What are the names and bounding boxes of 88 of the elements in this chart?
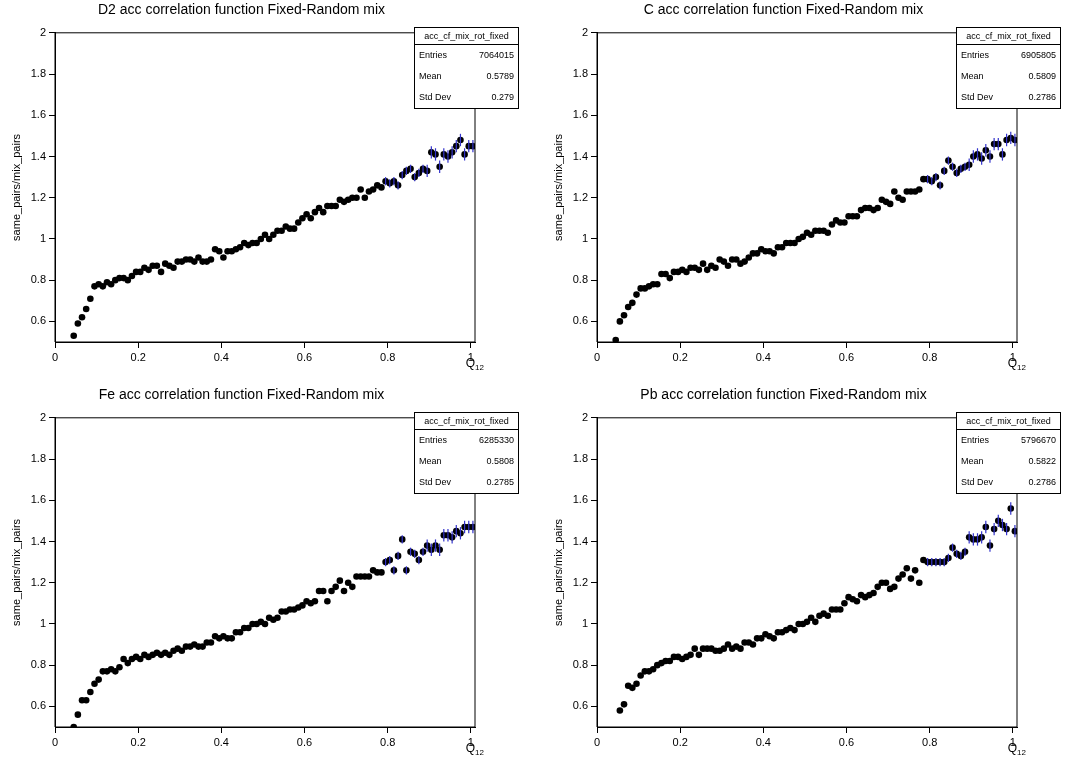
annotation: Std Dev [961, 92, 994, 102]
chart-title: C acc correlation function Fixed-Random mix [643, 1, 924, 18]
y-tick-label: 1.2 [30, 575, 46, 588]
y-axis-title: same_pairs/mix_pairs [551, 518, 564, 626]
chart-title: Pb acc correlation function Fixed-Random mix [640, 386, 927, 403]
y-tick-label: 2 [39, 410, 46, 423]
y-tick-label: 2 [581, 410, 588, 423]
y-tick-label: 1.8 [572, 452, 588, 465]
text: 0.5822 [1028, 456, 1056, 466]
y-tick-label: 1.6 [572, 108, 588, 121]
y-tick-label: 0.8 [30, 273, 46, 286]
y-tick-label: 0.6 [30, 314, 46, 327]
annotation: acc_cf_mix_rot_fixed [957, 413, 1060, 430]
chart-title: Fe acc correlation function Fixed-Random mix [98, 386, 385, 403]
x-tick-label: 0.8 [922, 735, 938, 748]
annotation: Mean [961, 456, 984, 466]
x-tick-label: 0.4 [213, 350, 229, 363]
x-tick-label: 0.6 [296, 350, 313, 363]
x-tick-label: 0 [593, 735, 601, 748]
y-tick-label: 1.2 [572, 190, 588, 203]
y-tick-label: 0.8 [30, 658, 46, 671]
y-tick-label: 1.2 [572, 575, 588, 588]
annotation: Std Dev [419, 477, 452, 487]
y-axis-title: same_pairs/mix_pairs [551, 133, 564, 241]
y-tick-label: 0.6 [30, 699, 46, 712]
annotation: Entries [961, 435, 990, 445]
y-axis-title: same_pairs/mix_pairs [9, 133, 22, 241]
x-tick-label: 0.2 [672, 350, 688, 363]
annotation: Mean [961, 71, 984, 81]
chart-title: D2 acc correlation function Fixed-Random mix [97, 1, 386, 18]
annotation: Std Dev [961, 477, 994, 487]
x-tick-label: 0.8 [380, 350, 396, 363]
annotation: acc_cf_mix_rot_fixed [415, 28, 518, 45]
y-tick-label: 0.6 [572, 314, 588, 327]
x-tick-label: 0.8 [922, 350, 938, 363]
text: 5796670 [1020, 435, 1056, 445]
annotation: Mean [419, 456, 442, 466]
y-tick-label: 1.4 [30, 534, 46, 547]
y-tick-label: 1 [39, 231, 46, 244]
y-tick-label: 1 [39, 616, 46, 629]
y-tick-label: 0.8 [572, 273, 588, 286]
text: 0.2786 [1028, 477, 1056, 487]
annotation: Entries [419, 50, 448, 60]
x-tick-label: 0.4 [755, 350, 771, 363]
y-tick-label: 1.6 [572, 493, 588, 506]
x-tick-label: 0.2 [672, 735, 688, 748]
text: 0.5789 [486, 71, 514, 81]
y-tick-label: 1.2 [30, 190, 46, 203]
x-tick-label: 0.6 [838, 735, 855, 748]
text: 0.2785 [486, 477, 514, 487]
x-tick-label: 0 [593, 350, 601, 363]
y-tick-label: 0.6 [572, 699, 588, 712]
annotation: Mean [419, 71, 442, 81]
text: 6905805 [1020, 50, 1056, 60]
y-tick-label: 1 [581, 231, 588, 244]
annotation: acc_cf_mix_rot_fixed [415, 413, 518, 430]
y-tick-label: 1.8 [30, 67, 46, 80]
x-tick-label: 0.6 [838, 350, 855, 363]
text: 7064015 [478, 50, 514, 60]
text: 0.279 [491, 92, 514, 102]
annotation: Entries [419, 435, 448, 445]
text: 0.5808 [486, 456, 514, 466]
annotation: Entries [961, 50, 990, 60]
y-tick-label: 1.6 [30, 108, 46, 121]
y-tick-label: 2 [39, 25, 46, 38]
x-tick-label: 0.6 [296, 735, 313, 748]
y-tick-label: 2 [581, 25, 588, 38]
y-tick-label: 1.4 [30, 149, 46, 162]
x-tick-label: 0 [51, 350, 59, 363]
x-tick-label: 0 [51, 735, 59, 748]
annotation: Std Dev [419, 92, 452, 102]
y-tick-label: 1.4 [572, 534, 588, 547]
x-tick-label: 0.2 [130, 735, 146, 748]
y-tick-label: 1 [581, 616, 588, 629]
y-tick-label: 1.6 [30, 493, 46, 506]
y-tick-label: 0.8 [572, 658, 588, 671]
y-tick-label: 1.4 [572, 149, 588, 162]
x-tick-label: 0.4 [213, 735, 229, 748]
x-tick-label: 0.8 [380, 735, 396, 748]
text: 0.5809 [1028, 71, 1056, 81]
annotation: acc_cf_mix_rot_fixed [957, 28, 1060, 45]
y-tick-label: 1.8 [572, 67, 588, 80]
x-tick-label: 0.4 [755, 735, 771, 748]
y-axis-title: same_pairs/mix_pairs [9, 518, 22, 626]
text: 6285330 [478, 435, 514, 445]
x-tick-label: 0.2 [130, 350, 146, 363]
text: 0.2786 [1028, 92, 1056, 102]
y-tick-label: 1.8 [30, 452, 46, 465]
